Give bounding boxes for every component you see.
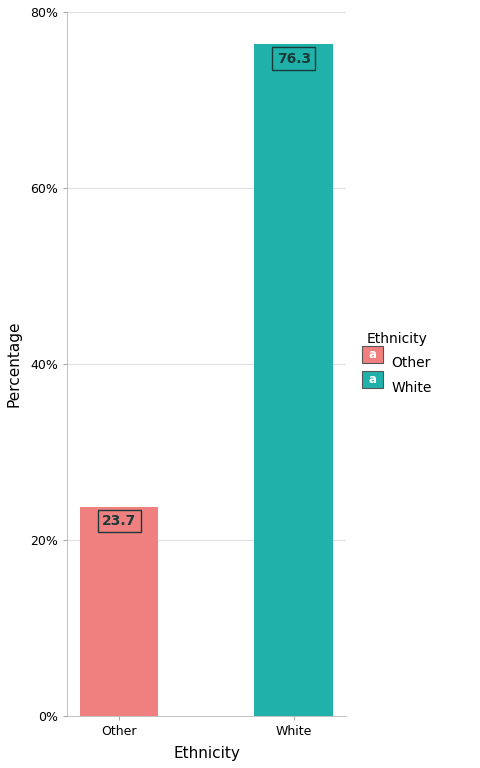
Text: 76.3: 76.3 <box>276 51 311 65</box>
Bar <box>254 45 333 716</box>
Text: 23.7: 23.7 <box>102 515 136 528</box>
X-axis label: Ethnicity: Ethnicity <box>173 746 240 761</box>
Legend: Other, White: Other, White <box>355 325 439 403</box>
Bar <box>80 507 158 716</box>
Y-axis label: Percentage: Percentage <box>7 320 22 407</box>
